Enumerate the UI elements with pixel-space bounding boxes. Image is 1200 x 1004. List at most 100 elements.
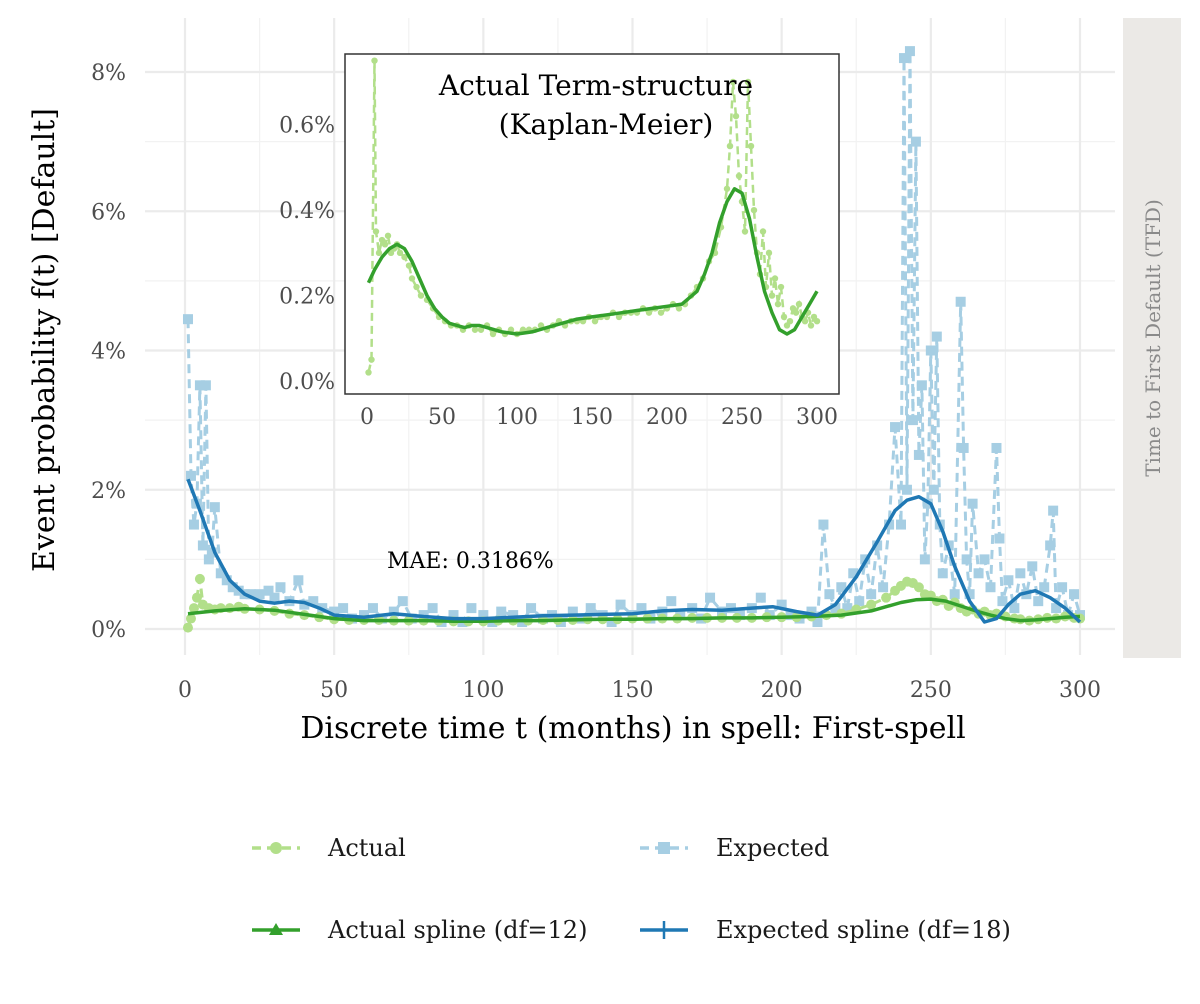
series-expected-point (606, 617, 617, 628)
inset-series-actual-point (489, 330, 497, 338)
inset-x-tick-label: 250 (721, 405, 763, 430)
series-expected-point (878, 582, 889, 593)
inset-series-actual-point (471, 326, 479, 333)
series-expected-point (812, 617, 823, 628)
mae-annotation: MAE: 0.3186% (387, 549, 554, 574)
series-expected-point (245, 589, 256, 600)
series-expected-point (585, 603, 596, 614)
series-expected-point (1057, 582, 1068, 593)
legend-item: Expected spline (df=18) (640, 916, 1011, 944)
y-tick-label: 8% (91, 61, 126, 86)
series-expected-point (203, 554, 214, 565)
inset-series-actual-point (645, 309, 653, 316)
series-actual-spline (187, 597, 1081, 624)
inset-series-actual-spline (366, 187, 819, 336)
inset-background (344, 53, 840, 395)
legend-item: Actual spline (df=12) (252, 916, 587, 944)
series-expected-spline (186, 478, 1082, 624)
inset-series-actual-point (741, 228, 749, 235)
main-series (182, 46, 1085, 633)
inset-chart: 0 50 100 150 200 250 300 0.0% 0.2% 0.4% 0.6% Actua… (279, 53, 840, 430)
inset-x-tick-label: 100 (496, 405, 538, 430)
inset-series-actual-point (615, 313, 623, 321)
series-expected-point (508, 610, 519, 621)
legend-label: Actual (327, 834, 406, 862)
inset-series-actual-point (405, 262, 413, 269)
series-expected-point (964, 589, 975, 600)
inset-series-actual-point (750, 206, 758, 214)
series-expected-point (478, 610, 489, 621)
inset-series-actual-point (735, 172, 743, 180)
inset-x-tick-label: 200 (646, 405, 688, 430)
inset-series-actual-point (771, 275, 779, 282)
series-expected-point (913, 449, 924, 460)
series-expected-point (901, 484, 912, 495)
x-tick-label: 50 (320, 678, 348, 703)
y-tick-label: 6% (91, 200, 126, 225)
x-tick-label: 250 (910, 678, 952, 703)
inset-series-actual-point (371, 57, 378, 64)
series-expected-point (949, 589, 960, 600)
series-expected-point (854, 596, 865, 607)
inset-series-actual-point (408, 275, 416, 282)
series-expected-point (448, 610, 459, 621)
series-expected-point (206, 547, 217, 558)
inset-series-actual-point (365, 369, 372, 376)
series-expected-point (526, 603, 537, 614)
series-expected-point (955, 296, 966, 307)
inset-series-actual-point (413, 283, 420, 291)
series-expected-point (1039, 582, 1050, 593)
inset-series (365, 57, 821, 376)
series-expected-point (275, 582, 286, 593)
inset-series-actual-point (807, 322, 815, 329)
x-tick-label: 100 (462, 678, 504, 703)
inset-series-actual-point (375, 249, 383, 257)
series-expected-point (824, 589, 835, 600)
legend-key-marker (270, 842, 282, 854)
series-expected-point (836, 582, 847, 593)
series-expected-point (961, 554, 972, 565)
series-expected-point (937, 568, 948, 579)
series-expected-point (907, 415, 918, 426)
series-expected-point (367, 603, 378, 614)
inset-series-actual-point (372, 228, 380, 235)
inset-x-tick-label: 300 (796, 405, 838, 430)
x-tick-label: 150 (612, 678, 654, 703)
x-tick-label: 300 (1059, 678, 1101, 703)
facet-strip: Time to First Default (TFD) (1123, 18, 1181, 658)
legend: Actual Expected Actual spline (df=12) Expec… (252, 834, 1011, 944)
series-actual-point (191, 592, 202, 603)
y-tick-label: 4% (91, 340, 126, 365)
series-expected-point (994, 533, 1005, 544)
series-expected-point (919, 554, 930, 565)
facet-strip-background (1123, 18, 1181, 658)
inset-series-actual-point (792, 309, 800, 316)
legend-label: Expected spline (df=18) (716, 916, 1011, 944)
series-expected-point (666, 596, 677, 607)
series-expected-point (1033, 596, 1044, 607)
inset-x-tick-label: 0 (360, 405, 374, 430)
x-tick-label: 200 (761, 678, 803, 703)
series-expected-point (209, 502, 220, 513)
series-expected-point (388, 606, 399, 617)
inset-series-actual-point (813, 318, 821, 325)
legend-item: Expected (640, 834, 829, 862)
series-expected-point (898, 53, 909, 64)
series-expected-point (967, 498, 978, 509)
series-actual-point (188, 603, 199, 614)
legend-key-marker (658, 842, 670, 854)
facet-strip-label: Time to First Default (TFD) (1141, 199, 1165, 477)
series-expected-point (896, 519, 906, 530)
series-expected-point (397, 596, 408, 607)
inset-series-actual-point (786, 318, 794, 325)
inset-series-actual-point (780, 313, 788, 321)
series-expected-point (293, 575, 304, 586)
inset-series-actual-point (723, 185, 731, 192)
series-expected-point (185, 470, 196, 481)
inset-series-actual-point (675, 305, 683, 312)
series-expected-point (194, 380, 205, 391)
series-expected-point (890, 422, 901, 433)
y-tick-label: 0% (91, 618, 126, 643)
series-expected-point (925, 345, 936, 356)
series-expected-point (338, 603, 349, 614)
